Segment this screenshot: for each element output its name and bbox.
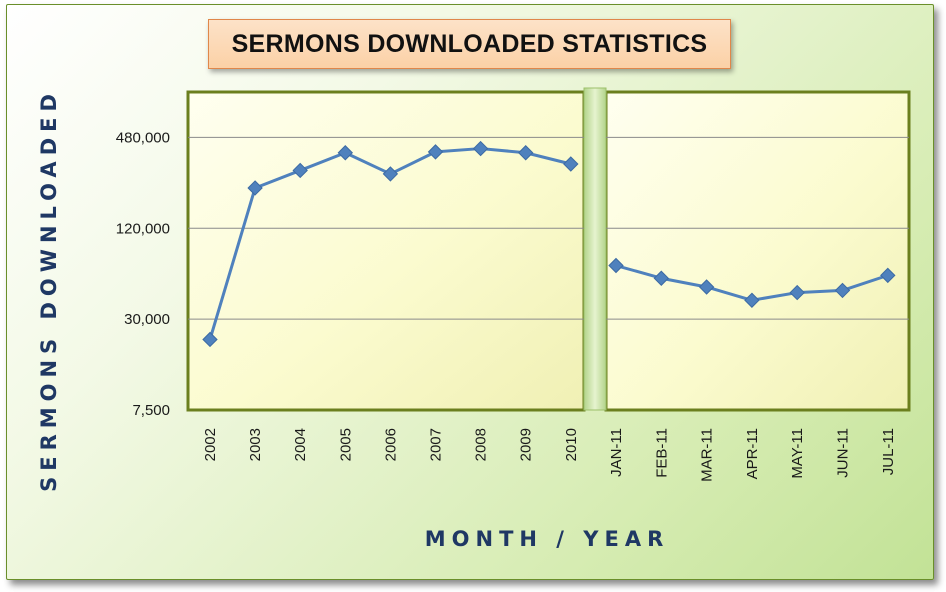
x-axis-title: MONTH / YEAR: [425, 527, 670, 551]
plot-area-1: [186, 90, 586, 412]
x-tick-label: 2005: [337, 428, 354, 461]
x-tick-label: JUN-11: [835, 428, 852, 478]
x-tick-label: JUL-11: [880, 428, 897, 475]
data-point: [698, 279, 715, 295]
x-tick-label: JAN-11: [608, 428, 625, 477]
data-point: [472, 140, 489, 157]
chart-title: SERMONS DOWNLOADED STATISTICS: [231, 29, 708, 58]
x-tick-label: 2009: [518, 428, 535, 461]
x-tick-label: 2002: [202, 428, 219, 461]
data-point: [789, 284, 805, 301]
data-point: [202, 331, 218, 348]
data-point: [834, 282, 851, 299]
y-tick-label: 480,000: [116, 129, 170, 146]
data-point: [292, 162, 308, 179]
data-point: [517, 145, 534, 161]
x-tick-label: 2010: [563, 428, 580, 461]
y-tick-label: 7,500: [132, 402, 170, 419]
x-tick-label: FEB-11: [653, 428, 670, 478]
x-tick-label: MAY-11: [789, 428, 806, 479]
x-tick-label: 2004: [292, 428, 309, 461]
y-axis-title: SERMONS DOWNLOADED: [37, 88, 61, 492]
data-point: [427, 144, 444, 160]
x-tick-label: MAR-11: [699, 428, 716, 482]
y-tick-label: 30,000: [124, 311, 170, 328]
x-tick-label: 2007: [428, 428, 445, 461]
y-tick-label: 120,000: [116, 220, 170, 237]
x-tick-label: APR-11: [744, 428, 761, 479]
data-point: [382, 166, 399, 182]
x-tick-label: 2008: [473, 428, 490, 461]
data-point: [744, 292, 760, 308]
panel-separator: [583, 87, 607, 411]
data-point: [563, 156, 579, 172]
chart-title-box: SERMONS DOWNLOADED STATISTICS: [208, 19, 731, 69]
x-tick-label: 2003: [247, 428, 264, 461]
data-point: [653, 270, 670, 286]
data-point: [880, 267, 896, 284]
x-tick-label: 2006: [382, 428, 399, 461]
data-point: [337, 145, 354, 161]
data-point: [247, 180, 263, 196]
plot-area-2: [604, 90, 911, 412]
data-point: [608, 257, 624, 274]
